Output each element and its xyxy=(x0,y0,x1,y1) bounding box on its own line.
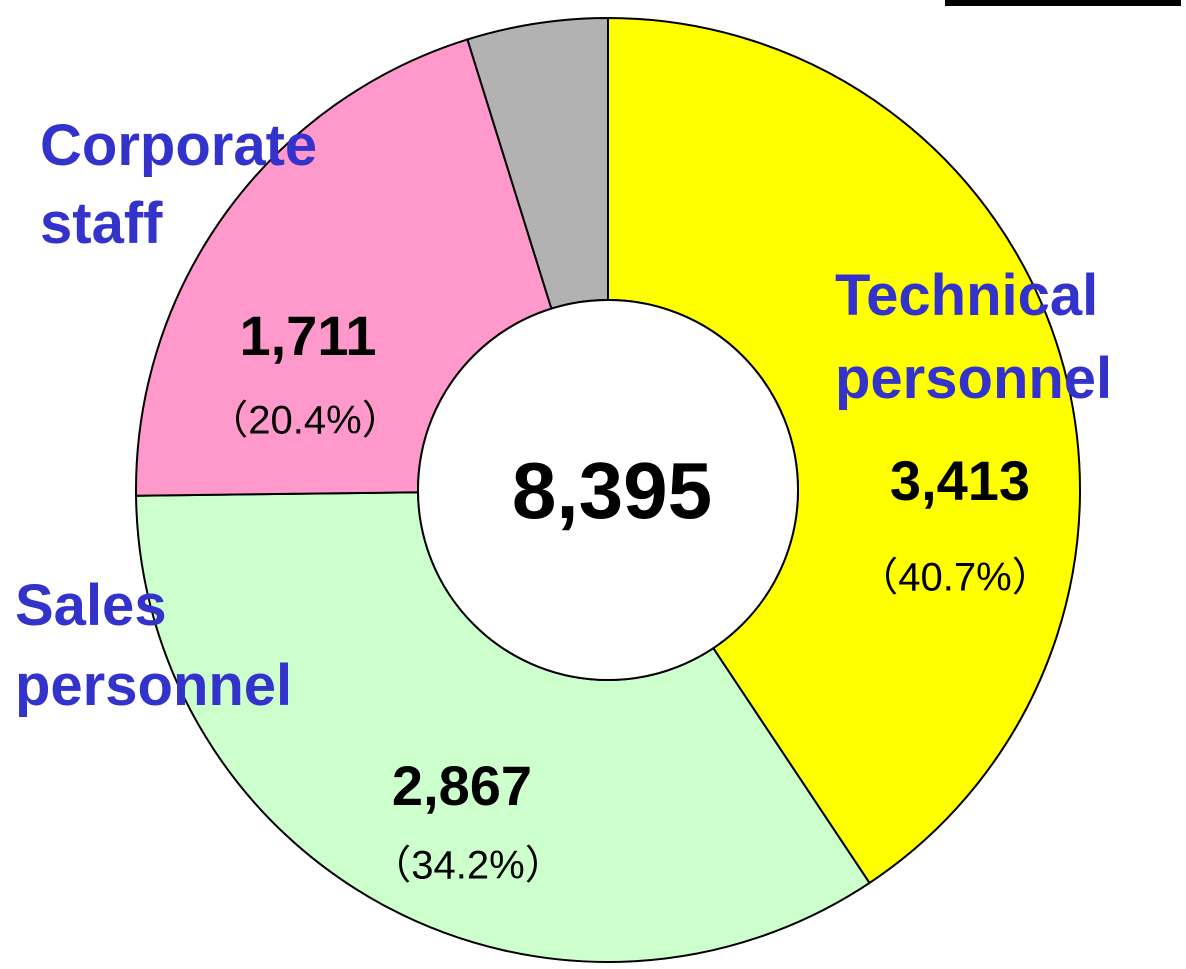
center-hole xyxy=(417,299,799,681)
slices xyxy=(135,16,1081,963)
category-label: Corporate staff xyxy=(40,113,317,256)
category-label: Sales personnel xyxy=(15,573,292,718)
value-label: 2,867 xyxy=(392,754,532,817)
labels: Technical personnel 3,413 （40.7%） Sales perso… xyxy=(15,113,1112,887)
category-label: Technical personnel xyxy=(835,263,1112,411)
value-label: 1,711 xyxy=(239,304,376,367)
percent-label: （34.2%） xyxy=(371,844,564,888)
top-rule xyxy=(945,0,1181,6)
percent-label: （40.7%） xyxy=(858,556,1051,600)
total-label: 8,395 xyxy=(512,446,712,535)
percent-label: （20.4%） xyxy=(208,399,401,443)
value-label: 3,413 xyxy=(890,449,1030,512)
